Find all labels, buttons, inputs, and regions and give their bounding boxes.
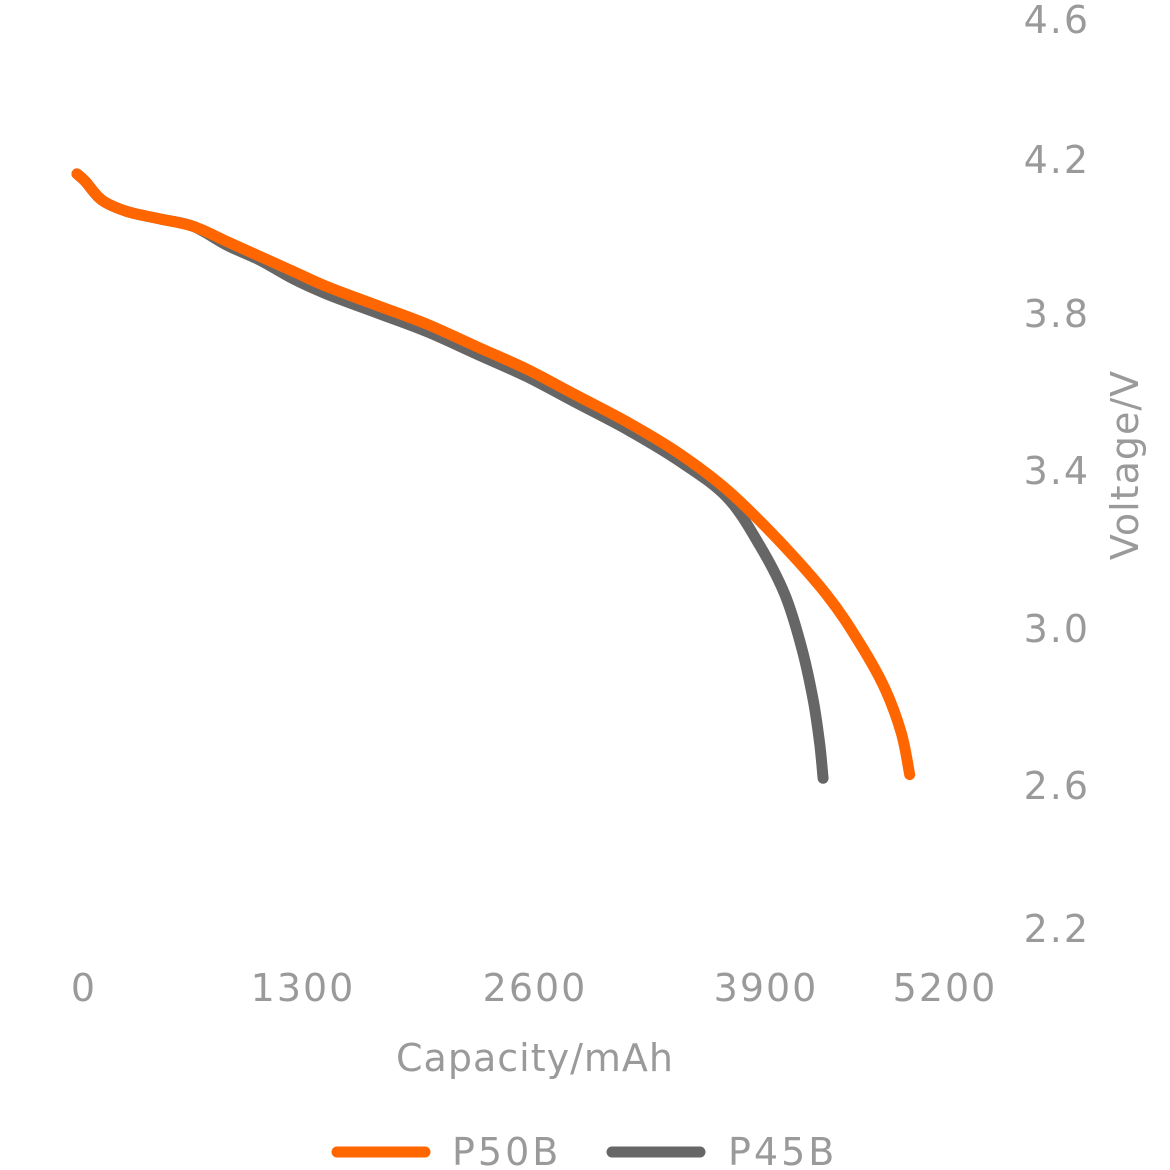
y-tick-label: 3.4 <box>1024 449 1090 493</box>
series-layer <box>71 168 916 784</box>
x-tick-label: 1300 <box>251 966 356 1010</box>
x-axis-label: Capacity/mAh <box>396 1036 674 1080</box>
y-tick-label: 2.2 <box>1024 907 1090 951</box>
y-axis-ticks: 4.6 4.2 3.8 3.4 3.0 2.6 2.2 <box>1024 0 1090 951</box>
y-tick-label: 3.8 <box>1024 292 1090 336</box>
x-tick-label: 3900 <box>714 966 819 1010</box>
x-tick-label: 2600 <box>483 966 588 1010</box>
legend-label-p45b: P45B <box>728 1130 837 1170</box>
x-axis-ticks: 0 1300 2600 3900 5200 <box>71 966 998 1010</box>
y-tick-label: 4.2 <box>1024 138 1090 182</box>
x-tick-label: 5200 <box>893 966 998 1010</box>
y-tick-label: 3.0 <box>1024 607 1090 651</box>
y-tick-label: 4.6 <box>1024 0 1090 42</box>
y-axis-label: Voltage/V <box>1103 370 1147 560</box>
y-tick-label: 2.6 <box>1024 764 1090 808</box>
x-tick-label: 0 <box>71 966 97 1010</box>
series-line-p50b <box>71 168 916 781</box>
legend: P50B P45B <box>331 1130 837 1170</box>
legend-label-p50b: P50B <box>452 1130 561 1170</box>
